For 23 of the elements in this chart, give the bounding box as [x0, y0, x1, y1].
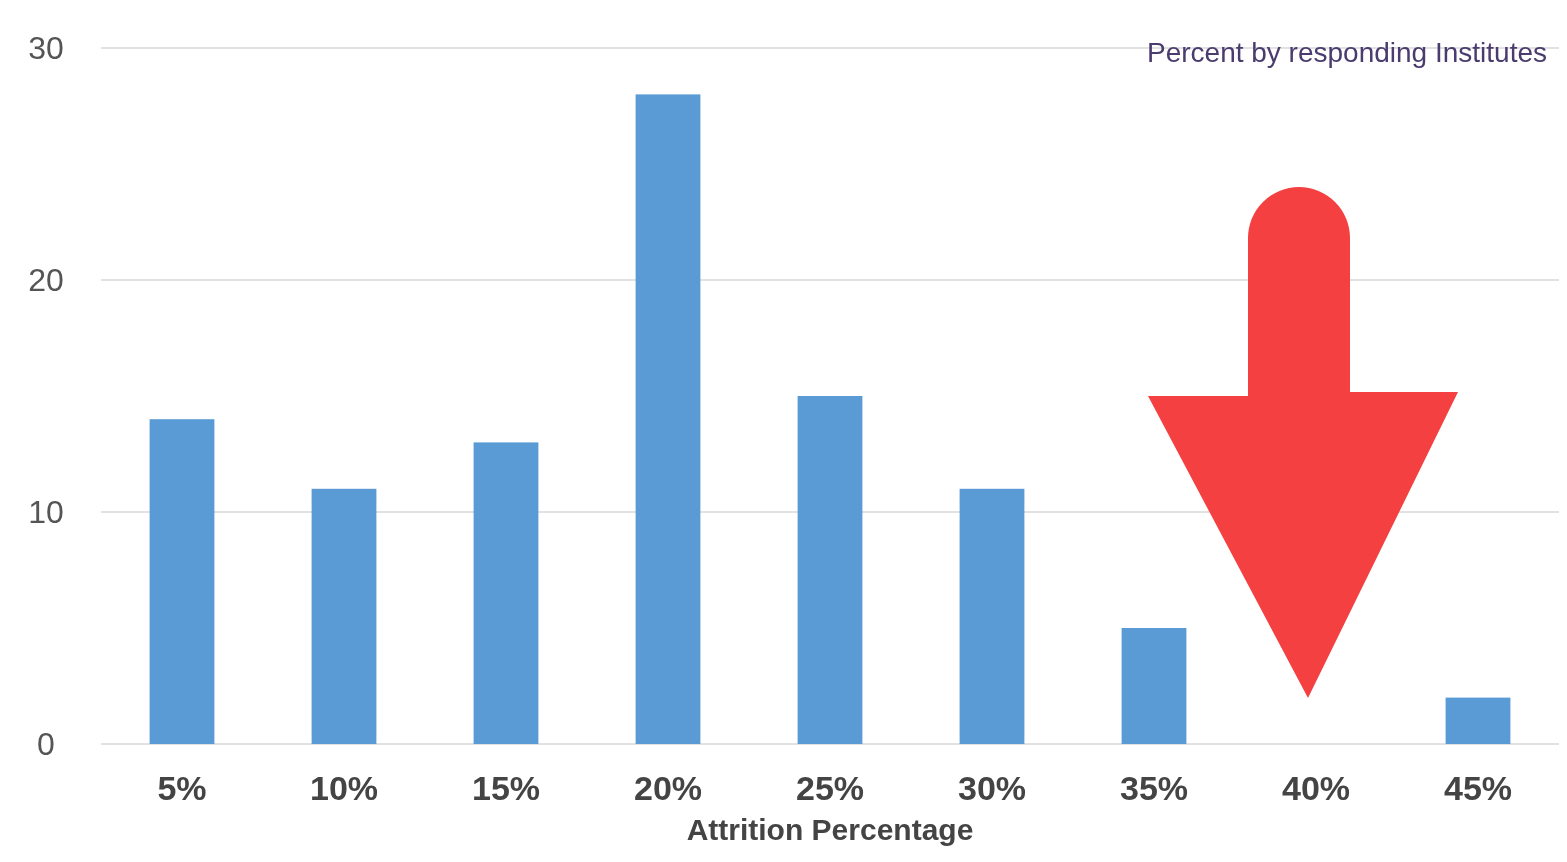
y-tick-label: 10 [28, 494, 64, 531]
x-tick-label: 30% [957, 769, 1027, 807]
x-tick-label: 15% [471, 769, 541, 807]
bar [149, 419, 215, 744]
bar [1445, 697, 1511, 744]
x-tick-label: 5% [157, 769, 207, 807]
bar [1121, 628, 1187, 744]
x-tick-label: 25% [795, 769, 865, 807]
bar [473, 442, 539, 744]
x-tick-label: 35% [1119, 769, 1189, 807]
y-tick-label: 0 [37, 726, 55, 763]
x-tick-label: 20% [633, 769, 703, 807]
y-tick-label: 30 [28, 30, 64, 67]
x-tick-label: 45% [1443, 769, 1513, 807]
bar [635, 94, 701, 744]
x-axis-title: Attrition Percentage [686, 813, 974, 846]
x-tick-label: 10% [309, 769, 379, 807]
bar [797, 396, 863, 744]
bar [311, 488, 377, 744]
x-tick-label: 40% [1281, 769, 1351, 807]
y-tick-label: 20 [28, 262, 64, 299]
annotation: Percent by responding Institutes [1146, 36, 1547, 68]
bar [959, 488, 1025, 744]
